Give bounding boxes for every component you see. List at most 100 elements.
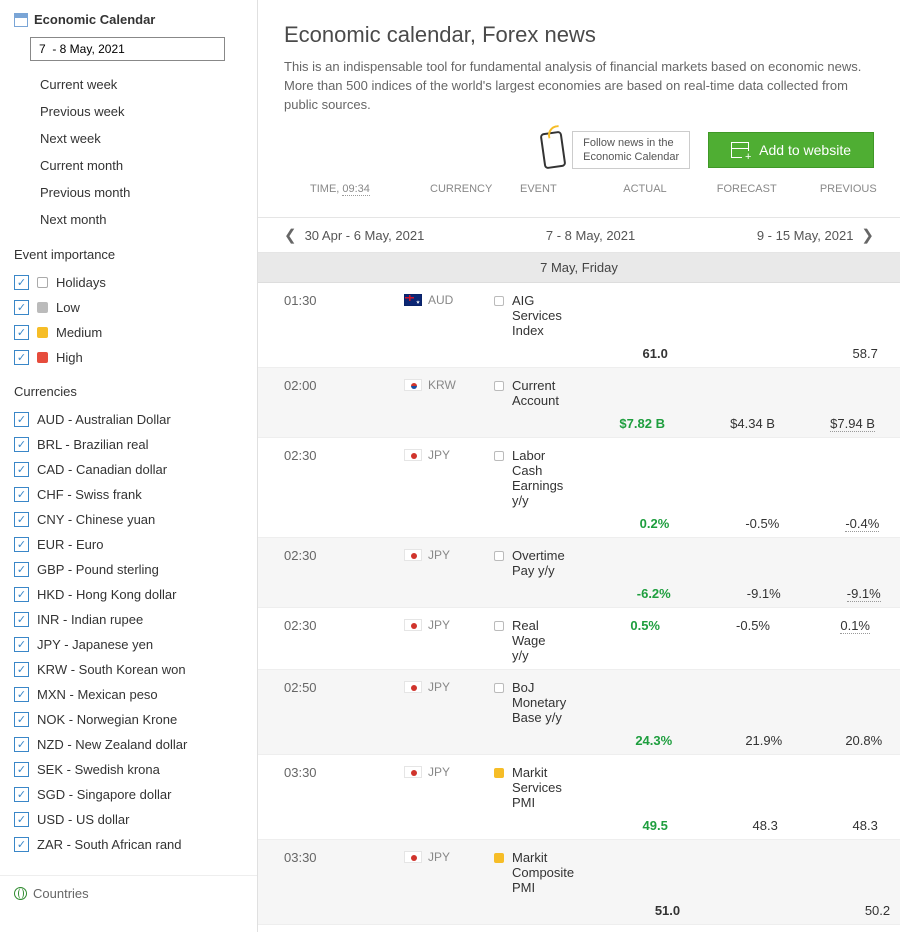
checkbox-icon[interactable] [14,412,29,427]
importance-item[interactable]: High [14,345,243,370]
checkbox-icon[interactable] [14,437,29,452]
importance-item[interactable]: Holidays [14,270,243,295]
event-row[interactable]: 02:50 JPY BoJ Monetary Base y/y 24.3% 21… [258,670,900,755]
importance-icon [494,451,504,461]
currency-item[interactable]: KRW - South Korean won [14,657,243,682]
event-row[interactable]: 03:30 JPY Markit Services PMI 49.5 48.3 … [258,755,900,840]
event-time: 03:30 [284,850,404,865]
checkbox-icon[interactable] [14,687,29,702]
event-actual: 24.3% [566,733,676,748]
date-range-input[interactable] [30,37,225,61]
checkbox-icon[interactable] [14,512,29,527]
currency-item[interactable]: ZAR - South African rand [14,832,243,857]
period-item[interactable]: Current month [40,152,243,179]
checkbox-icon[interactable] [14,612,29,627]
currency-item[interactable]: AUD - Australian Dollar [14,407,243,432]
checkbox-icon[interactable] [14,275,29,290]
main-scroll[interactable]: Economic calendar, Forex news This is an… [258,0,900,932]
globe-icon [14,887,27,900]
period-item[interactable]: Current week [40,71,243,98]
event-time: 02:30 [284,548,404,563]
currency-item[interactable]: INR - Indian rupee [14,607,243,632]
checkbox-icon[interactable] [14,712,29,727]
currency-item[interactable]: USD - US dollar [14,807,243,832]
currency-label: JPY - Japanese yen [37,637,153,652]
col-time: TIME, 09:34 [310,183,430,195]
period-item[interactable]: Next week [40,125,243,152]
currency-item[interactable]: SGD - Singapore dollar [14,782,243,807]
importance-item[interactable]: Medium [14,320,243,345]
event-title-cell: BoJ Monetary Base y/y [494,680,566,725]
event-forecast: 48.3 [672,818,782,833]
follow-news-text: Follow news in the Economic Calendar [572,131,690,170]
event-title-cell: Labor Cash Earnings y/y [494,448,563,508]
date-nav-current[interactable]: 7 - 8 May, 2021 [546,228,635,243]
importance-item[interactable]: Low [14,295,243,320]
event-name: Labor Cash Earnings y/y [512,448,563,508]
event-currency: AUD [404,293,494,307]
countries-section[interactable]: Countries [0,875,257,901]
checkbox-icon[interactable] [14,562,29,577]
date-nav-next-label: 9 - 15 May, 2021 [757,228,854,243]
date-nav-next[interactable]: 9 - 15 May, 2021 ❯ [757,226,874,244]
checkbox-icon[interactable] [14,462,29,477]
follow-news-link[interactable]: Follow news in the Economic Calendar [542,131,690,170]
event-row[interactable]: 01:30 AUD AIG Services Index 61.0 58.7 [258,283,900,368]
event-row[interactable]: 02:30 JPY Labor Cash Earnings y/y 0.2% -… [258,438,900,538]
col-time-value[interactable]: 09:34 [342,183,370,196]
checkbox-icon[interactable] [14,787,29,802]
event-name: Markit Composite PMI [512,850,574,895]
checkbox-icon[interactable] [14,300,29,315]
checkbox-icon[interactable] [14,662,29,677]
flag-icon [404,766,422,778]
checkbox-icon[interactable] [14,637,29,652]
currency-item[interactable]: GBP - Pound sterling [14,557,243,582]
date-nav-prev[interactable]: ❮ 30 Apr - 6 May, 2021 [284,226,424,244]
period-item[interactable]: Previous week [40,98,243,125]
period-item[interactable]: Next month [40,206,243,233]
currency-label: HKD - Hong Kong dollar [37,587,176,602]
event-row[interactable]: 02:00 KRW Current Account $7.82 B $4.34 … [258,368,900,438]
phone-icon [540,130,567,169]
currency-item[interactable]: MXN - Mexican peso [14,682,243,707]
event-actual: 0.5% [554,618,664,633]
checkbox-icon[interactable] [14,737,29,752]
event-previous: 20.8% [786,733,886,748]
currency-item[interactable]: SEK - Swedish krona [14,757,243,782]
checkbox-icon[interactable] [14,587,29,602]
event-time: 03:30 [284,765,404,780]
currency-item[interactable]: CAD - Canadian dollar [14,457,243,482]
date-nav-prev-label: 30 Apr - 6 May, 2021 [305,228,425,243]
importance-label: Low [56,300,80,315]
event-row[interactable]: 02:30 JPY Overtime Pay y/y -6.2% -9.1% -… [258,538,900,608]
currency-label: NOK - Norwegian Krone [37,712,177,727]
col-currency: CURRENCY [430,183,520,195]
currency-item[interactable]: CNY - Chinese yuan [14,507,243,532]
event-forecast: -0.5% [664,618,774,633]
event-row[interactable]: 04:30 AUD RBA Monetary Policy Statement [258,925,900,932]
currency-item[interactable]: NOK - Norwegian Krone [14,707,243,732]
add-widget-icon [731,142,749,158]
checkbox-icon[interactable] [14,812,29,827]
checkbox-icon[interactable] [14,350,29,365]
checkbox-icon[interactable] [14,325,29,340]
period-item[interactable]: Previous month [40,179,243,206]
checkbox-icon[interactable] [14,537,29,552]
currency-item[interactable]: CHF - Swiss frank [14,482,243,507]
col-event: EVENT [520,183,557,195]
event-currency: JPY [404,680,494,694]
checkbox-icon[interactable] [14,762,29,777]
event-row[interactable]: 02:30 JPY Real Wage y/y 0.5% -0.5% 0.1% [258,608,900,670]
currency-item[interactable]: JPY - Japanese yen [14,632,243,657]
event-row[interactable]: 03:30 JPY Markit Composite PMI 51.0 50.2 [258,840,900,925]
currency-item[interactable]: HKD - Hong Kong dollar [14,582,243,607]
checkbox-icon[interactable] [14,837,29,852]
event-previous: -9.1% [785,586,885,601]
currency-item[interactable]: EUR - Euro [14,532,243,557]
currency-item[interactable]: BRL - Brazilian real [14,432,243,457]
add-to-website-button[interactable]: Add to website [708,132,874,168]
events-table: 01:30 AUD AIG Services Index 61.0 58.7 0… [258,283,900,932]
currency-item[interactable]: NZD - New Zealand dollar [14,732,243,757]
checkbox-icon[interactable] [14,487,29,502]
importance-label: High [56,350,83,365]
